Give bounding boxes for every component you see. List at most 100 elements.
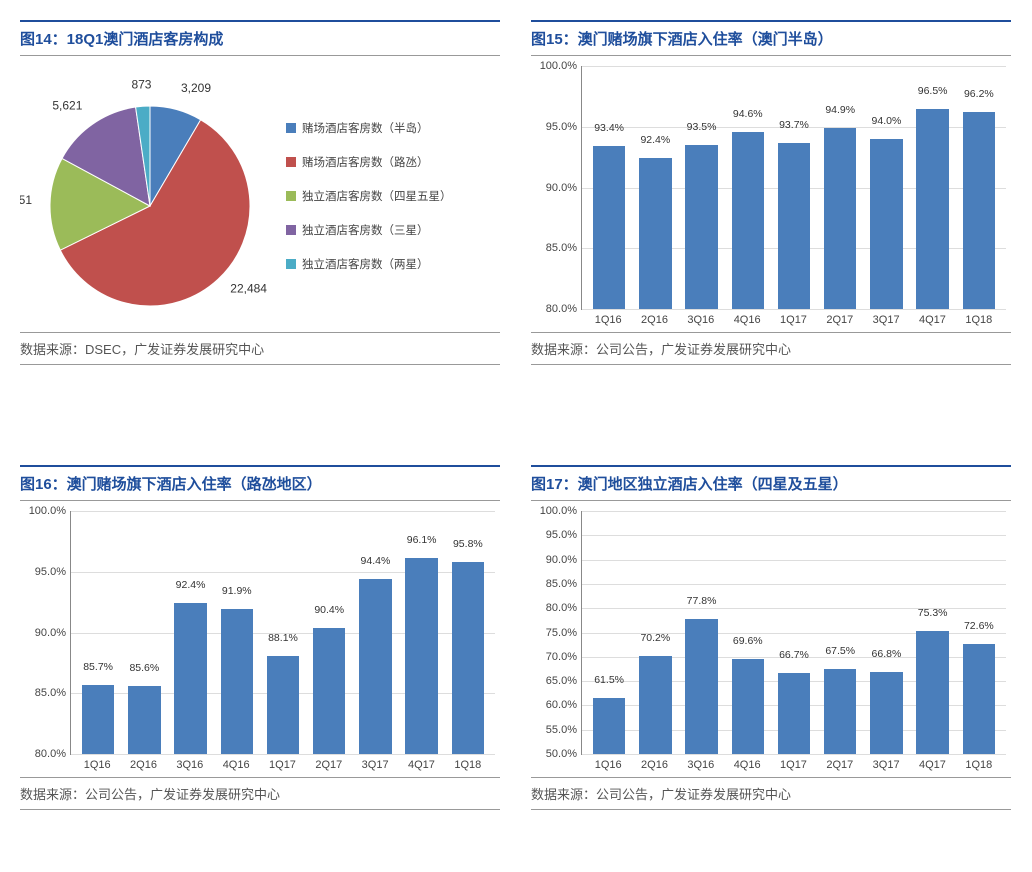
panel-source: 数据来源：公司公告，广发证券发展研究中心 [531,332,1011,365]
legend-item: 独立酒店客房数（四星五星） [286,188,452,204]
y-tick: 55.0% [532,724,577,736]
panel-17: 图17：澳门地区独立酒店入住率（四星及五星） 50.0%55.0%60.0%65… [531,465,1011,810]
panel-title: 图16：澳门赌场旗下酒店入住率（路氹地区） [20,465,500,501]
bar [870,672,902,754]
bar-value-label: 94.9% [825,104,855,116]
y-tick: 90.0% [532,182,577,194]
x-tick: 1Q18 [956,314,1002,326]
chart-grid: 图14：18Q1澳门酒店客房构成 3,20922,4845,7515,62187… [20,20,1012,810]
bar [778,673,810,754]
legend-swatch [286,225,296,235]
bar [593,146,625,309]
y-tick: 50.0% [532,748,577,760]
legend-item: 赌场酒店客房数（路氹） [286,154,452,170]
legend-item: 赌场酒店客房数（半岛） [286,120,452,136]
panel-15: 图15：澳门赌场旗下酒店入住率（澳门半岛） 80.0%85.0%90.0%95.… [531,20,1011,365]
x-tick: 2Q17 [817,314,863,326]
y-tick: 65.0% [532,675,577,687]
x-tick: 1Q17 [770,314,816,326]
bar [174,603,206,754]
y-tick: 90.0% [532,554,577,566]
bar [824,128,856,309]
bar-value-label: 90.4% [314,604,344,616]
legend-swatch [286,259,296,269]
bar-value-label: 93.7% [779,119,809,131]
bar-value-label: 92.4% [176,579,206,591]
y-tick: 80.0% [532,303,577,315]
bar [359,579,391,754]
bar-chart: 80.0%85.0%90.0%95.0%100.0%85.7%85.6%92.4… [20,511,500,771]
legend-swatch [286,191,296,201]
legend-label: 独立酒店客房数（两星） [302,256,429,272]
bar-value-label: 96.5% [918,85,948,97]
bar [732,659,764,754]
bar-value-label: 94.4% [361,555,391,567]
pie-value-label: 873 [131,77,151,91]
panel-source: 数据来源：公司公告，广发证券发展研究中心 [531,777,1011,810]
bar-value-label: 92.4% [640,134,670,146]
pie-value-label: 5,751 [20,193,32,207]
bar [267,656,299,754]
panel-16: 图16：澳门赌场旗下酒店入住率（路氹地区） 80.0%85.0%90.0%95.… [20,465,500,810]
bar [824,669,856,754]
panel-title: 图17：澳门地区独立酒店入住率（四星及五星） [531,465,1011,501]
legend-swatch [286,157,296,167]
x-tick: 4Q17 [909,759,955,771]
bar [221,609,253,754]
y-tick: 100.0% [21,505,66,517]
legend: 赌场酒店客房数（半岛） 赌场酒店客房数（路氹） 独立酒店客房数（四星五星） 独立酒店客… [286,120,452,272]
x-tick: 1Q18 [445,759,491,771]
x-tick: 3Q17 [352,759,398,771]
legend-label: 赌场酒店客房数（半岛） [302,120,429,136]
x-tick: 1Q17 [770,759,816,771]
bar-value-label: 69.6% [733,635,763,647]
bar [778,143,810,309]
legend-label: 独立酒店客房数（四星五星） [302,188,452,204]
bar-value-label: 96.2% [964,88,994,100]
bar-chart: 50.0%55.0%60.0%65.0%70.0%75.0%80.0%85.0%… [531,511,1011,771]
y-tick: 95.0% [21,566,66,578]
x-tick: 3Q17 [863,759,909,771]
legend-label: 独立酒店客房数（三星） [302,222,429,238]
x-tick: 2Q16 [631,759,677,771]
legend-item: 独立酒店客房数（两星） [286,256,452,272]
bar [685,619,717,754]
x-tick: 1Q17 [259,759,305,771]
bar-value-label: 94.0% [872,115,902,127]
x-tick: 2Q16 [120,759,166,771]
bar-value-label: 85.6% [129,662,159,674]
y-tick: 85.0% [532,578,577,590]
bar-value-label: 93.4% [594,122,624,134]
bar [405,558,437,754]
bar [963,112,995,309]
bar [452,562,484,754]
x-tick: 1Q16 [585,759,631,771]
x-tick: 4Q16 [213,759,259,771]
bar-value-label: 75.3% [918,607,948,619]
bar [916,109,948,309]
x-tick: 2Q17 [306,759,352,771]
bar-value-label: 66.7% [779,649,809,661]
bar [870,139,902,309]
bar-value-label: 96.1% [407,534,437,546]
x-tick: 3Q16 [678,759,724,771]
y-tick: 75.0% [532,627,577,639]
bar [732,132,764,309]
bar [639,656,671,754]
pie-chart: 3,20922,4845,7515,621873赌场酒店客房数（半岛）赌场酒店客… [20,66,500,326]
panel-title: 图14：18Q1澳门酒店客房构成 [20,20,500,56]
x-tick: 2Q17 [817,759,863,771]
panel-source: 数据来源：DSEC，广发证券发展研究中心 [20,332,500,365]
bar [82,685,114,754]
y-tick: 100.0% [532,505,577,517]
legend-swatch [286,123,296,133]
legend-label: 赌场酒店客房数（路氹） [302,154,429,170]
bar [916,631,948,754]
y-tick: 100.0% [532,60,577,72]
x-tick: 4Q16 [724,759,770,771]
pie-value-label: 22,484 [230,281,267,295]
bar [639,158,671,309]
bar-value-label: 88.1% [268,632,298,644]
x-tick: 1Q18 [956,759,1002,771]
y-tick: 80.0% [21,748,66,760]
